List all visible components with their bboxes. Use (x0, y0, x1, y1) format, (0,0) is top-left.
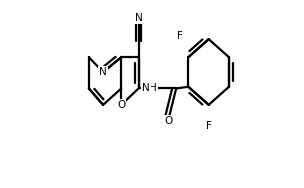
Text: F: F (177, 31, 183, 41)
Text: N: N (99, 67, 107, 77)
Text: N: N (142, 83, 150, 93)
Text: N: N (143, 83, 150, 93)
Text: F: F (206, 121, 212, 131)
Text: H: H (150, 83, 157, 93)
Text: O: O (117, 100, 126, 110)
Text: N: N (135, 13, 143, 23)
Text: O: O (164, 116, 172, 126)
Text: H: H (149, 83, 157, 93)
